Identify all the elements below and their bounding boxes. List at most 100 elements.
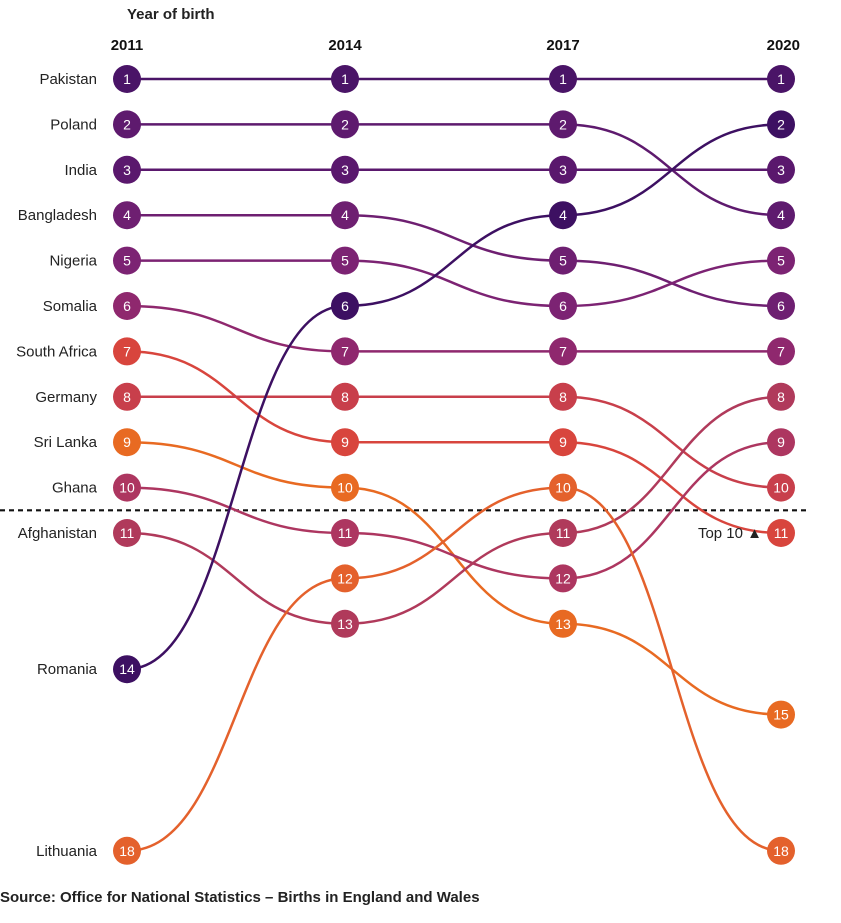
node-label-sri-lanka-2011: 9 (123, 434, 131, 450)
node-india-2017 (549, 155, 577, 184)
node-poland-2020 (767, 201, 795, 230)
node-label-nigeria-2014: 5 (341, 253, 349, 269)
country-label-nigeria: Nigeria (49, 253, 97, 270)
node-label-somalia-2014: 7 (341, 343, 349, 359)
node-bangladesh-2017 (549, 246, 577, 275)
series-line-germany (127, 395, 782, 489)
node-label-germany-2011: 8 (123, 389, 131, 405)
node-label-lithuania-2017: 10 (555, 480, 571, 496)
node-label-somalia-2017: 7 (559, 343, 567, 359)
node-label-ghana-2017: 12 (555, 570, 571, 586)
series-line-romania (126, 123, 782, 671)
node-bangladesh-2020 (767, 292, 795, 320)
node-sri-lanka-2014 (331, 473, 359, 502)
node-label-romania-2011: 14 (119, 661, 135, 677)
node-sri-lanka-2017 (549, 609, 577, 638)
series-line-south-africa (126, 350, 782, 535)
node-label-pakistan-2017: 1 (559, 71, 567, 87)
node-label-romania-2020: 2 (777, 116, 785, 132)
node-south-africa-2014 (331, 428, 359, 457)
country-label-south-africa: South Africa (16, 343, 98, 360)
node-afghanistan-2017 (549, 519, 577, 547)
series-line-ghana (126, 440, 782, 580)
node-label-bangladesh-2011: 4 (123, 207, 131, 223)
node-pakistan-2017 (549, 65, 577, 93)
top-10-label: Top 10 ▲ (698, 525, 762, 542)
node-nigeria-2020 (767, 246, 795, 275)
node-label-poland-2017: 2 (559, 116, 567, 132)
node-south-africa-2017 (549, 428, 577, 457)
node-ghana-2020 (767, 428, 795, 457)
node-romania-2017 (549, 201, 577, 230)
country-label-somalia: Somalia (43, 298, 98, 315)
node-south-africa-2011 (113, 337, 141, 366)
node-label-lithuania-2014: 12 (337, 570, 353, 586)
node-label-nigeria-2011: 5 (123, 253, 131, 269)
node-label-romania-2014: 6 (341, 298, 349, 314)
node-poland-2011 (113, 110, 141, 139)
node-label-sri-lanka-2014: 10 (337, 480, 353, 496)
node-label-ghana-2011: 10 (119, 480, 135, 496)
node-label-romania-2017: 4 (559, 207, 567, 223)
node-afghanistan-2011 (113, 519, 141, 547)
node-pakistan-2011 (113, 65, 141, 93)
node-poland-2017 (549, 110, 577, 139)
node-label-india-2020: 3 (777, 162, 785, 178)
node-germany-2011 (113, 382, 141, 411)
node-label-pakistan-2020: 1 (777, 71, 785, 87)
node-label-india-2017: 3 (559, 162, 567, 178)
node-label-somalia-2020: 7 (777, 343, 785, 359)
node-label-lithuania-2020: 18 (773, 843, 789, 859)
node-bangladesh-2014 (331, 201, 359, 230)
node-lithuania-2014 (331, 564, 359, 593)
node-label-afghanistan-2020: 8 (777, 389, 785, 405)
node-india-2014 (331, 155, 359, 184)
node-label-nigeria-2020: 5 (777, 253, 785, 269)
series-line-somalia (126, 304, 782, 353)
node-germany-2014 (331, 382, 359, 411)
node-label-poland-2020: 4 (777, 207, 785, 223)
country-label-ghana: Ghana (52, 480, 98, 497)
node-label-germany-2014: 8 (341, 389, 349, 405)
node-india-2011 (113, 155, 141, 184)
node-somalia-2017 (549, 337, 577, 366)
node-label-germany-2020: 10 (773, 480, 789, 496)
node-sri-lanka-2020 (767, 700, 795, 729)
node-somalia-2020 (767, 337, 795, 366)
country-label-afghanistan: Afghanistan (18, 525, 97, 542)
node-south-africa-2020 (767, 519, 795, 547)
node-label-ghana-2020: 9 (777, 434, 785, 450)
node-nigeria-2014 (331, 246, 359, 275)
node-label-lithuania-2011: 18 (119, 843, 135, 859)
year-label-2020: 2020 (767, 37, 800, 54)
node-poland-2014 (331, 110, 359, 139)
node-label-bangladesh-2017: 5 (559, 253, 567, 269)
node-label-pakistan-2011: 1 (123, 71, 131, 87)
node-afghanistan-2014 (331, 609, 359, 638)
node-label-south-africa-2020: 11 (774, 525, 789, 541)
node-label-india-2011: 3 (123, 162, 131, 178)
country-label-poland: Poland (50, 116, 97, 133)
node-label-afghanistan-2011: 11 (120, 525, 135, 541)
node-romania-2020 (767, 110, 795, 139)
node-pakistan-2014 (331, 65, 359, 93)
node-nigeria-2017 (549, 292, 577, 320)
country-label-india: India (64, 162, 97, 179)
node-label-south-africa-2017: 9 (559, 434, 567, 450)
node-label-sri-lanka-2017: 13 (555, 616, 571, 632)
node-ghana-2014 (331, 519, 359, 547)
country-label-sri-lanka: Sri Lanka (34, 434, 98, 451)
node-label-south-africa-2011: 7 (123, 343, 131, 359)
node-sri-lanka-2011 (113, 428, 141, 457)
year-label-2017: 2017 (546, 37, 579, 54)
series-line-bangladesh (127, 213, 782, 308)
country-label-romania: Romania (37, 661, 98, 678)
node-label-somalia-2011: 6 (123, 298, 131, 314)
node-ghana-2017 (549, 564, 577, 593)
node-bangladesh-2011 (113, 201, 141, 230)
node-label-sri-lanka-2020: 15 (773, 707, 789, 723)
node-label-bangladesh-2014: 4 (341, 207, 349, 223)
country-label-pakistan: Pakistan (39, 71, 97, 88)
